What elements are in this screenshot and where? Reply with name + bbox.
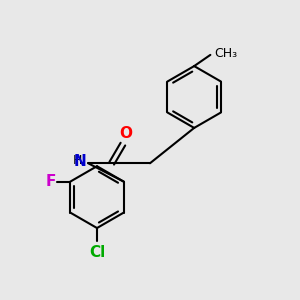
Text: O: O bbox=[119, 126, 132, 141]
Text: F: F bbox=[45, 174, 56, 189]
Text: CH₃: CH₃ bbox=[214, 47, 237, 60]
Text: Cl: Cl bbox=[89, 245, 105, 260]
Text: H: H bbox=[72, 154, 82, 167]
Text: N: N bbox=[74, 154, 87, 169]
